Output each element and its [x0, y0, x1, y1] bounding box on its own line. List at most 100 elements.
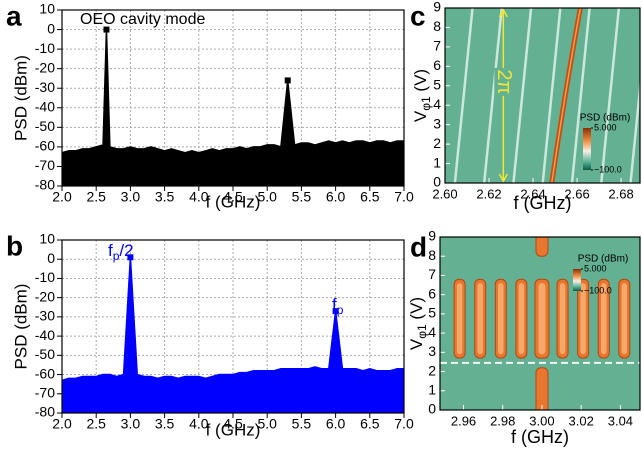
- y-tick-label: -50: [35, 118, 55, 134]
- x-tick-label: 5.5: [292, 189, 312, 205]
- x-tick-label: 6.0: [326, 189, 346, 205]
- peak-marker: [103, 26, 110, 33]
- peak-marker: [332, 308, 339, 315]
- x-tick-label: 6.0: [326, 416, 346, 432]
- x-tick-label: 4.0: [189, 416, 209, 432]
- y-tick-label: 10: [39, 231, 55, 247]
- y-tick-label: -60: [35, 138, 55, 154]
- x-tick-label: 3.0: [121, 189, 141, 205]
- heatmap-stripe: [512, 8, 533, 183]
- heatmap-stripe: [482, 8, 504, 183]
- y-axis-label-sub: φ1: [419, 96, 433, 111]
- colorbar-title: PSD (dBm): [580, 113, 631, 124]
- x-tick-label: 4.5: [223, 189, 243, 205]
- x-tick-label: 6.5: [360, 416, 380, 432]
- x-tick-label: 3.5: [155, 189, 175, 205]
- y-tick-label: 8: [433, 18, 441, 34]
- spectrum-line: [61, 257, 404, 382]
- heatmap-band: [535, 237, 549, 257]
- y-tick-label: 3: [428, 343, 436, 359]
- y-tick-label: 9: [433, 0, 441, 15]
- colorbar: PSD (dBm)5.000 −100.0: [580, 113, 631, 175]
- y-axis-label-sub: φ1: [415, 324, 429, 339]
- y-tick-label: 3: [433, 115, 441, 131]
- annotation-text: f: [332, 295, 337, 314]
- x-axis-label: f (GHz): [514, 193, 572, 213]
- y-axis-label-text: V: [407, 338, 426, 350]
- plot-frame: [61, 239, 405, 414]
- y-tick-label: 1: [433, 154, 441, 170]
- y-tick-label: -20: [35, 59, 55, 75]
- heatmap-stripe: [453, 8, 474, 183]
- panel-label: d: [410, 231, 427, 262]
- arrow-head: [498, 8, 508, 183]
- x-axis-label: f (GHz): [206, 192, 261, 211]
- annotation: fp/2: [108, 241, 134, 263]
- y-tick-label: -40: [35, 98, 55, 114]
- x-tick-label: 2.66: [564, 186, 589, 201]
- y-axis-label-text: V: [411, 110, 430, 122]
- x-tick-label: 2.68: [608, 186, 633, 201]
- heatmap-band-core: [518, 283, 525, 355]
- x-tick-label: 3.00: [529, 413, 554, 428]
- heatmap-mode-core: [551, 8, 582, 183]
- y-tick-label: -30: [35, 308, 55, 324]
- y-tick-label: -80: [35, 177, 55, 193]
- heatmap-band-core: [498, 283, 504, 355]
- colorbar-tick-label: −100.0: [584, 285, 612, 295]
- x-tick-label: 2.60: [432, 186, 457, 201]
- x-tick-label: 2.5: [86, 189, 106, 205]
- colorbar: PSD (dBm)5.000 −100.0: [573, 254, 628, 295]
- colorbar-tick-label: −100.0: [594, 164, 622, 174]
- y-tick-label: 0: [47, 250, 55, 266]
- y-tick-label: -70: [35, 384, 55, 400]
- annotation: OEO cavity mode: [80, 11, 205, 28]
- plot-frame: [444, 7, 641, 184]
- heatmap-stripe: [629, 76, 640, 183]
- y-axis-label: Vφ1 (V): [411, 69, 433, 122]
- y-tick-label: -40: [35, 327, 55, 343]
- heatmap-band-core: [621, 283, 628, 355]
- colorbar-bar: [573, 269, 581, 291]
- y-tick-label: 7: [433, 38, 441, 54]
- y-tick-label: -10: [35, 269, 55, 285]
- heatmap: [440, 237, 640, 410]
- y-axis-label: PSD (dBm): [11, 284, 30, 370]
- y-tick-label: 6: [428, 285, 436, 301]
- x-tick-label: 2.0: [52, 189, 72, 205]
- y-tick-label: 9: [428, 228, 436, 244]
- panel-a: a 2.0 2.5 3.0 3.5 4.0 4.5 5.0 5.5 6.0 6.5 7.0 -80 -70…: [6, 0, 414, 211]
- x-tick-label: 2.62: [476, 186, 501, 201]
- y-tick-label: 2: [428, 362, 436, 378]
- colorbar-tick-label: 5.000: [594, 122, 617, 132]
- x-tick-label: 5.0: [257, 416, 277, 432]
- y-tick-label: 0: [47, 20, 55, 36]
- y-tick-label: 2: [433, 135, 441, 151]
- x-tick-label: 3.02: [569, 413, 594, 428]
- y-tick-label: -80: [35, 404, 55, 420]
- x-tick-label: 5.0: [257, 189, 277, 205]
- x-tick-label: 2.5: [86, 416, 106, 432]
- heatmap-band: [535, 367, 549, 410]
- heatmap-band-core: [600, 283, 607, 355]
- colorbar-bar: [583, 128, 591, 170]
- heatmap-band-core: [580, 283, 586, 355]
- area-fill: [62, 257, 404, 413]
- annotation: 2π: [493, 69, 515, 94]
- x-tick-label: 2.0: [52, 416, 72, 432]
- plot-frame: [439, 236, 641, 411]
- x-tick-label: 4.0: [189, 189, 209, 205]
- area-fill: [62, 29, 404, 186]
- peak-marker: [127, 254, 134, 261]
- y-tick-label: -10: [35, 40, 55, 56]
- annotation-sub: p: [337, 303, 344, 317]
- y-tick-label: 8: [428, 247, 436, 263]
- heatmap-band-core: [477, 283, 483, 355]
- x-tick-label: 7.0: [394, 189, 414, 205]
- panel-label: c: [410, 0, 426, 31]
- y-tick-label: 5: [433, 76, 441, 92]
- annotation-bg: [494, 67, 513, 96]
- heatmap-background: [445, 8, 640, 183]
- heatmap-band-core: [538, 283, 546, 355]
- heatmap-stripe: [541, 8, 562, 183]
